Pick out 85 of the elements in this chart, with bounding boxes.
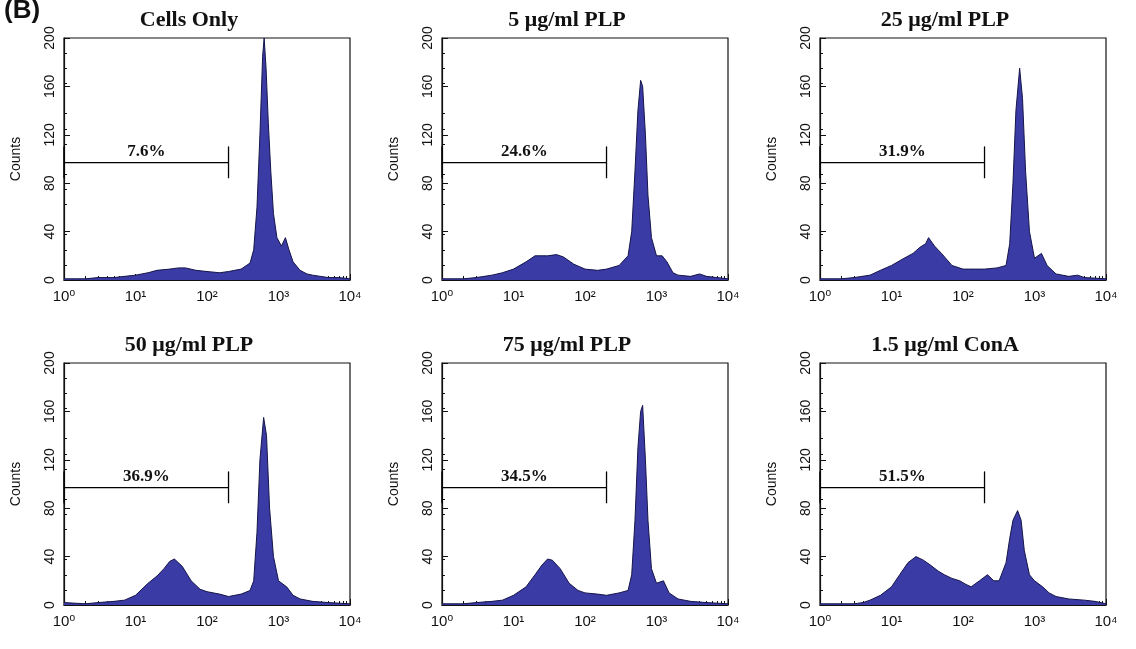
x-tick-label: 10⁰ (808, 611, 832, 629)
y-axis-title: Counts (7, 461, 23, 506)
y-tick-label: 160 (797, 74, 813, 99)
y-tick-label: 120 (797, 447, 813, 471)
series-label: 34.5% (500, 465, 548, 485)
x-tick-label: 10⁴ (338, 611, 362, 629)
y-tick-label: 200 (419, 350, 435, 375)
series-label: 31.9% (878, 140, 926, 160)
y-tick-label: 200 (797, 350, 813, 375)
x-tick-label: 10¹ (124, 611, 147, 629)
y-tick-label: 120 (797, 122, 813, 147)
y-tick-label: 80 (419, 499, 435, 516)
chart-title: 1.5 μg/ml ConA (871, 330, 1019, 355)
x-tick-label: 10¹ (502, 287, 525, 304)
x-tick-label: 10¹ (880, 611, 903, 629)
x-tick-label: 10¹ (880, 287, 903, 304)
series-label: 51.5% (878, 465, 926, 485)
y-axis-title: Counts (763, 136, 779, 182)
x-tick-label: 10⁰ (430, 287, 454, 304)
y-tick-label: 0 (419, 275, 435, 284)
y-tick-label: 160 (41, 74, 57, 99)
y-tick-label: 80 (797, 499, 813, 516)
y-tick-label: 120 (41, 122, 57, 147)
y-tick-label: 160 (419, 399, 435, 423)
y-tick-label: 40 (797, 548, 813, 564)
chart-title: 25 μg/ml PLP (880, 5, 1010, 31)
x-tick-label: 10³ (267, 287, 290, 304)
y-axis-title: Counts (385, 461, 401, 506)
x-tick-label: 10² (196, 611, 218, 629)
y-tick-label: 200 (419, 26, 435, 50)
y-tick-label: 0 (419, 600, 435, 609)
y-tick-label: 40 (797, 223, 813, 240)
y-tick-label: 40 (419, 223, 435, 240)
series-label: 36.9% (122, 465, 170, 485)
y-tick-label: 40 (419, 548, 435, 564)
x-tick-label: 10² (574, 287, 596, 304)
y-axis-title: Counts (7, 136, 23, 182)
chart-title: 75 μg/ml PLP (502, 330, 632, 355)
x-tick-label: 10⁴ (338, 287, 362, 304)
text: (B) (4, 0, 41, 24)
y-tick-label: 0 (41, 600, 57, 609)
y-tick-label: 80 (797, 175, 813, 191)
y-tick-label: 0 (41, 275, 57, 284)
y-tick-label: 40 (41, 223, 57, 240)
series-label: 24.6% (500, 140, 548, 160)
y-tick-label: 0 (797, 600, 813, 609)
x-tick-label: 10³ (645, 611, 668, 629)
y-tick-label: 160 (41, 399, 57, 423)
y-tick-label: 200 (41, 26, 57, 50)
y-tick-label: 80 (419, 175, 435, 191)
x-tick-label: 10² (574, 611, 596, 629)
chart-title: Cells Only (139, 5, 239, 31)
x-tick-label: 10⁴ (1094, 611, 1118, 629)
x-tick-label: 10¹ (502, 611, 525, 629)
y-axis-title: Counts (385, 136, 401, 182)
x-tick-label: 10³ (267, 611, 290, 629)
y-tick-label: 200 (41, 350, 57, 375)
y-tick-label: 80 (41, 175, 57, 191)
x-tick-label: 10³ (1023, 611, 1046, 629)
x-tick-label: 10⁰ (52, 611, 76, 629)
y-tick-label: 160 (419, 74, 435, 99)
y-tick-label: 80 (41, 499, 57, 516)
x-tick-label: 10⁰ (430, 611, 454, 629)
y-tick-label: 40 (41, 548, 57, 564)
y-tick-label: 120 (419, 122, 435, 147)
y-axis-title: Counts (763, 461, 779, 506)
x-tick-label: 10² (952, 611, 974, 629)
y-tick-label: 200 (797, 26, 813, 50)
chart-title: 5 μg/ml PLP (508, 5, 626, 31)
series-label: 7.6% (127, 140, 166, 160)
x-tick-label: 10³ (645, 287, 668, 304)
x-tick-label: 10² (952, 287, 974, 304)
chart-title: 50 μg/ml PLP (124, 330, 254, 355)
y-tick-label: 120 (41, 447, 57, 471)
y-tick-label: 160 (797, 399, 813, 423)
x-tick-label: 10⁴ (716, 611, 740, 629)
x-tick-label: 10³ (1023, 287, 1046, 304)
x-tick-label: 10⁴ (1094, 287, 1118, 304)
x-tick-label: 10⁰ (52, 287, 76, 304)
x-tick-label: 10⁰ (808, 287, 832, 304)
x-tick-label: 10⁴ (716, 287, 740, 304)
x-tick-label: 10¹ (124, 287, 147, 304)
y-tick-label: 0 (797, 275, 813, 284)
y-tick-label: 120 (419, 447, 435, 471)
x-tick-label: 10² (196, 287, 218, 304)
